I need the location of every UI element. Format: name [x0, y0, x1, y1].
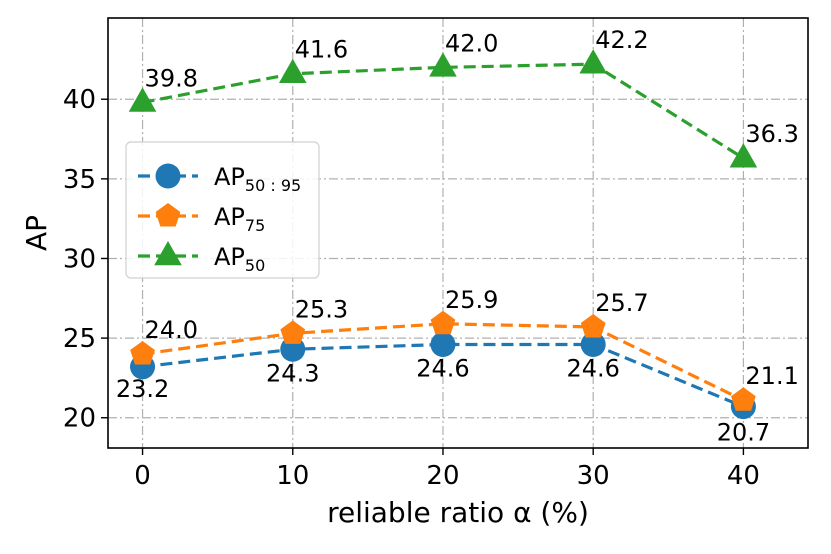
data-label: 24.3	[266, 359, 319, 387]
y-tick-label: 35	[63, 165, 96, 195]
data-label: 21.1	[745, 362, 798, 390]
y-axis-title: AP	[20, 215, 53, 251]
data-label: 24.0	[145, 316, 198, 344]
data-label: 36.3	[745, 120, 798, 148]
y-tick-label: 40	[63, 85, 96, 115]
legend-marker	[155, 203, 181, 227]
legend-marker	[155, 163, 181, 189]
data-point-marker	[731, 387, 756, 411]
series-pentagon	[130, 310, 756, 411]
data-point-marker	[278, 58, 307, 84]
data-point-marker	[429, 52, 457, 77]
x-tick-label: 0	[134, 461, 151, 491]
legend-item: AP75	[138, 203, 265, 235]
legend-item: AP50 : 95	[138, 163, 301, 195]
data-label: 25.9	[445, 286, 498, 314]
data-point-marker	[430, 310, 456, 335]
data-label: 24.6	[566, 354, 619, 382]
data-point-marker	[430, 331, 456, 357]
legend-label: AP75	[214, 203, 265, 235]
series-line	[142, 322, 745, 402]
data-point-marker	[579, 49, 607, 74]
series-triangle	[128, 49, 758, 168]
data-point-marker	[128, 87, 157, 112]
x-axis-title: reliable ratio α (%)	[327, 496, 589, 529]
series-line	[142, 342, 745, 409]
data-label: 25.7	[595, 289, 648, 317]
grid-lines	[108, 18, 808, 448]
axis-ticks: 0 10 20 30 40 20 25 30 35 40	[63, 85, 760, 491]
series-line	[142, 62, 745, 160]
data-label: 23.2	[116, 375, 169, 403]
data-label: 20.7	[717, 419, 770, 447]
y-tick-label: 30	[63, 244, 96, 274]
y-tick-label: 25	[63, 324, 96, 354]
data-point-marker	[580, 331, 606, 357]
x-tick-label: 10	[276, 461, 309, 491]
legend-marker	[154, 241, 182, 266]
legend-label: AP50	[214, 243, 265, 275]
data-label: 24.6	[416, 354, 469, 382]
data-point-marker	[729, 143, 758, 168]
y-tick-label: 20	[63, 404, 96, 434]
series-layer	[128, 49, 758, 420]
x-tick-label: 20	[426, 461, 459, 491]
data-labels: 23.2 24.3 24.6 24.6 20.7 24.0 25.3 25.9 25.7 21.1…	[116, 26, 799, 446]
plot-frame	[107, 17, 809, 449]
data-label: 42.0	[445, 29, 498, 57]
data-point-marker	[580, 313, 606, 338]
data-point-marker	[130, 341, 155, 365]
legend: AP50 : 95 AP75 AP50	[125, 141, 320, 279]
legend-label: AP50 : 95	[214, 163, 301, 195]
x-tick-label: 40	[727, 461, 760, 491]
data-point-marker	[280, 320, 306, 344]
x-tick-label: 30	[577, 461, 610, 491]
data-label: 41.6	[295, 36, 348, 64]
data-label: 25.3	[295, 295, 348, 323]
legend-item: AP50	[138, 241, 265, 275]
data-label: 42.2	[595, 26, 648, 54]
data-label: 39.8	[145, 64, 198, 92]
